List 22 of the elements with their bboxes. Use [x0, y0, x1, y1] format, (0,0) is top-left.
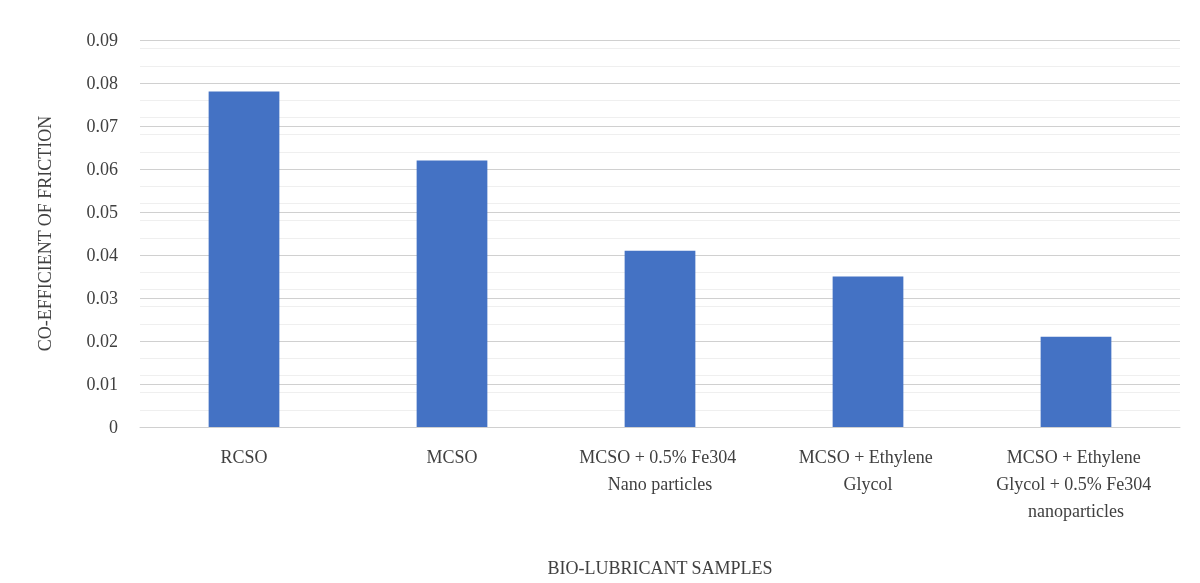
x-axis-title: BIO-LUBRICANT SAMPLES [547, 558, 773, 578]
bar [416, 160, 488, 427]
x-tick-label: MCSO + Ethylene Glycol + 0.5% Fe304 nanoparticles [996, 446, 1156, 521]
y-tick-label: 0.08 [86, 73, 118, 93]
y-tick-label: 0.07 [86, 116, 118, 136]
x-tick-label: MCSO + 0.5% Fe304 Nano particles [579, 446, 741, 494]
y-tick-label: 0.09 [86, 30, 118, 50]
y-tick-label: 0.05 [86, 202, 118, 222]
bar [208, 91, 280, 427]
x-tick-label: RCSO [220, 446, 268, 467]
y-axis-title: CO-EFFICIENT OF FRICTION [35, 115, 55, 352]
x-tick-label: MCSO + Ethylene Glycol [798, 446, 938, 494]
bar [832, 276, 904, 427]
bar [1040, 336, 1112, 427]
y-tick-label: 0.02 [86, 331, 118, 351]
x-tick-label: MCSO [426, 446, 478, 467]
bar [624, 250, 696, 427]
y-tick-label: 0.04 [86, 245, 118, 265]
y-tick-label: 0 [109, 417, 118, 437]
y-tick-label: 0.06 [86, 159, 118, 179]
y-tick-label: 0.01 [86, 374, 118, 394]
y-tick-label: 0.03 [86, 288, 118, 308]
